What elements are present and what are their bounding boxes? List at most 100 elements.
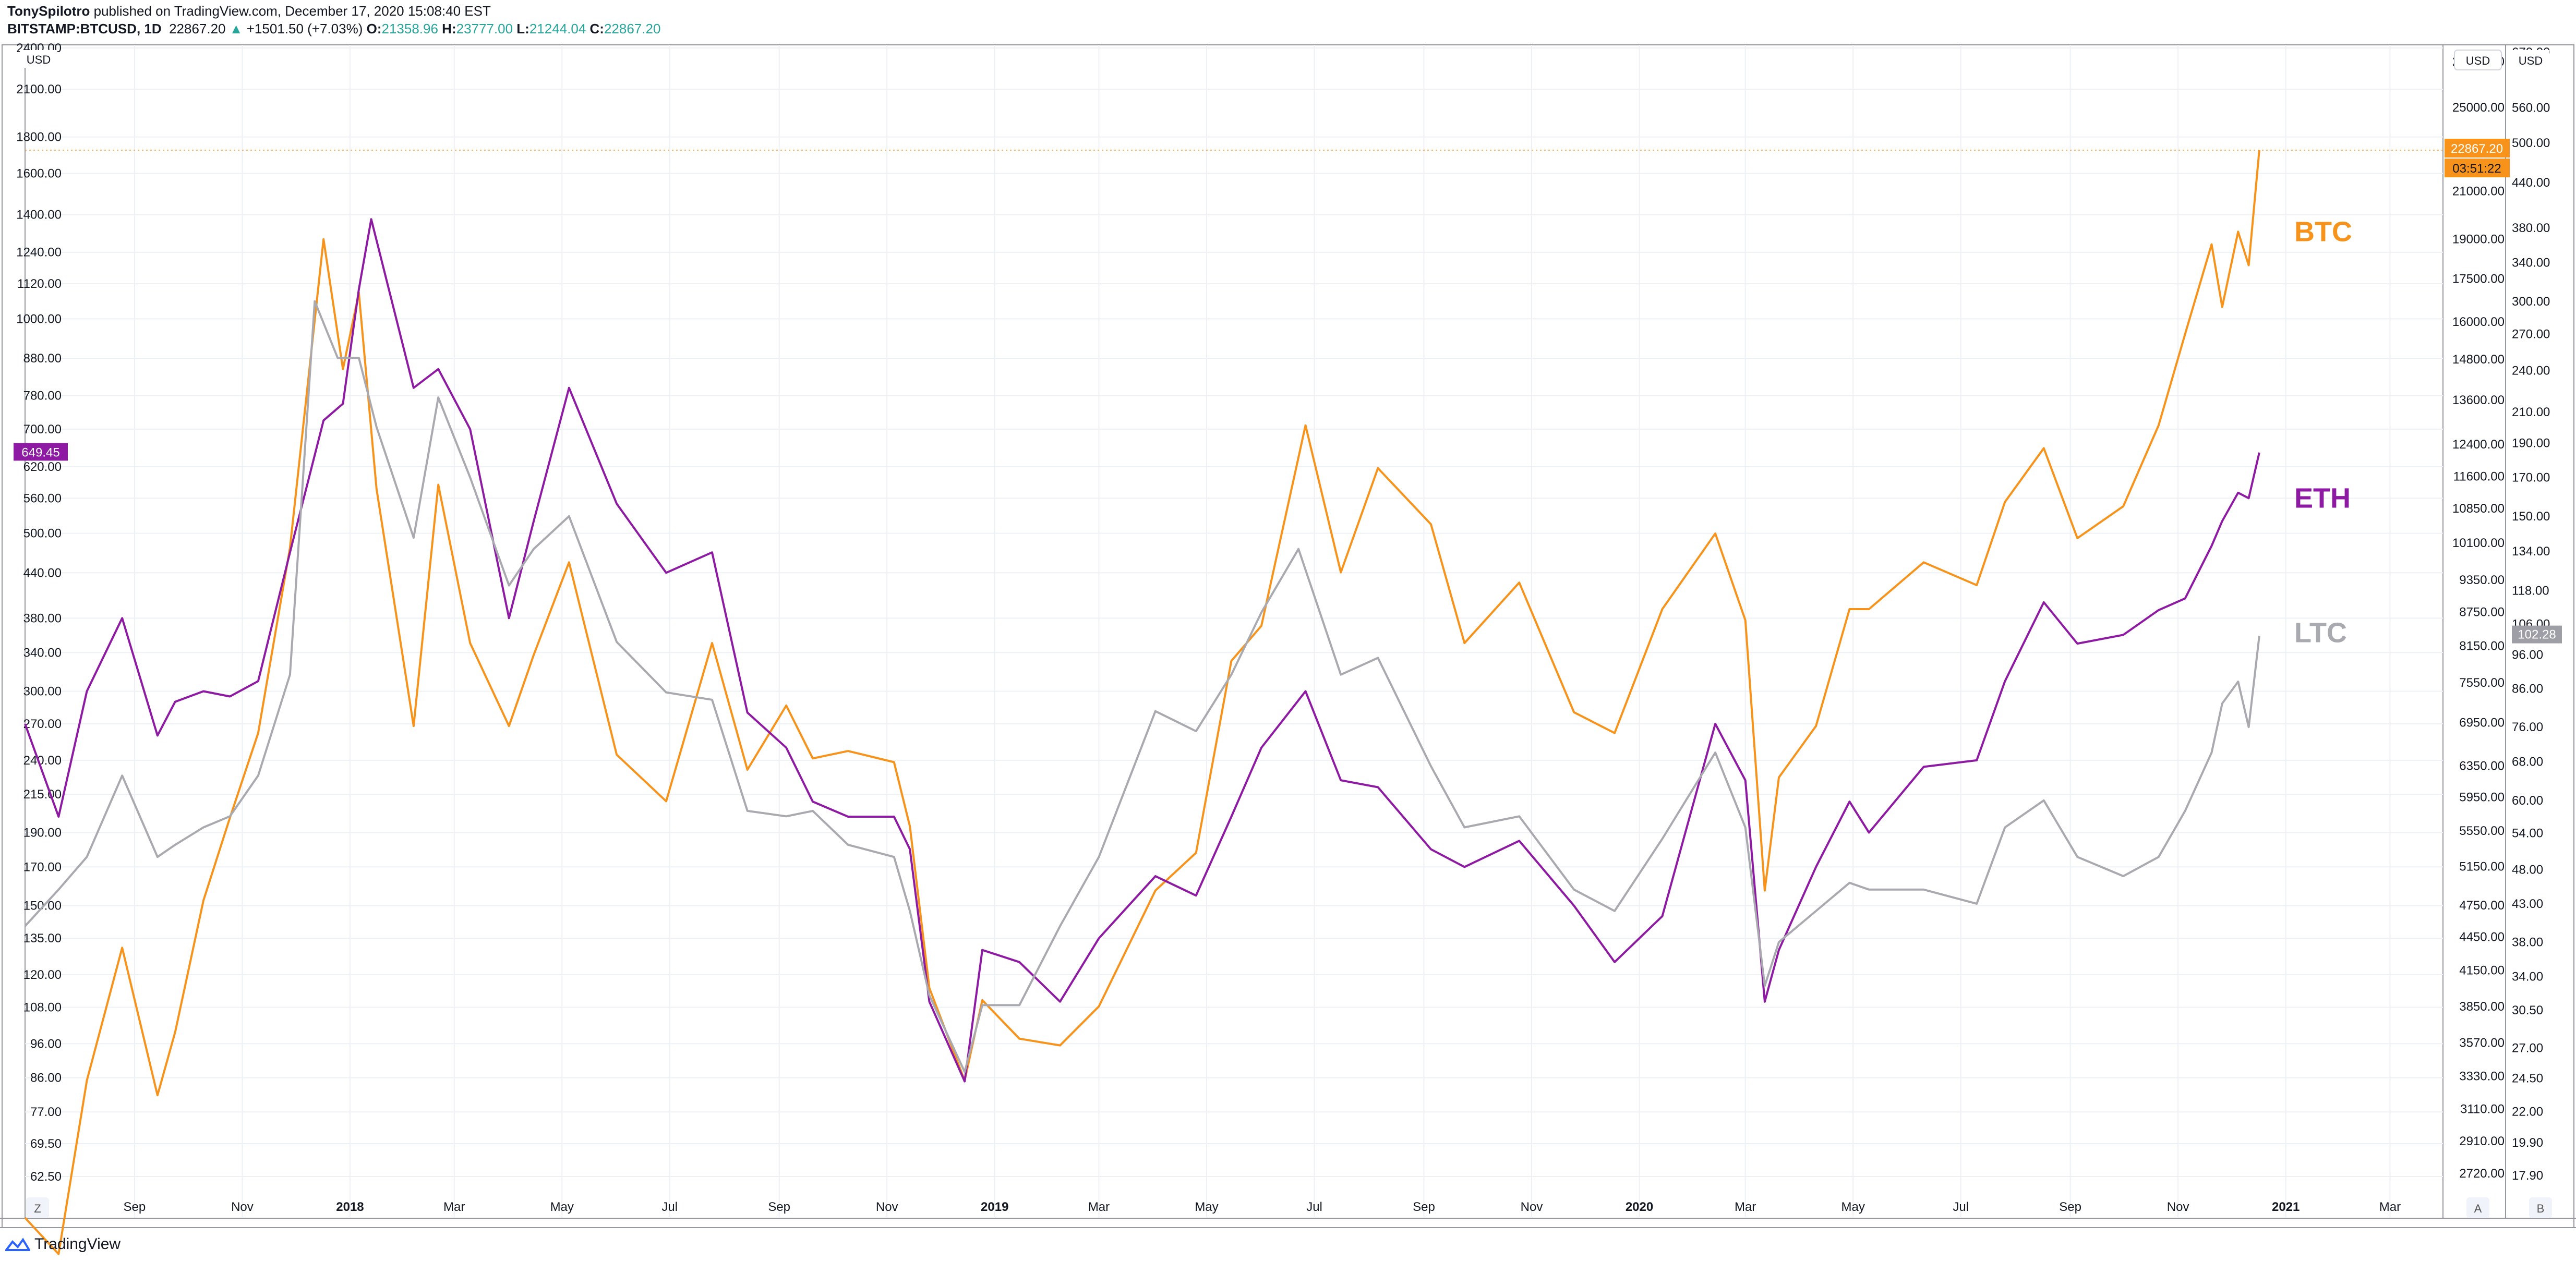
left-axis-scale-label: Z <box>34 1202 41 1215</box>
ltc-y-tick-label: 43.00 <box>2512 897 2543 911</box>
x-tick-label: 2020 <box>1626 1200 1653 1214</box>
series-line-ltc[interactable] <box>24 300 2260 1073</box>
x-tick-label: Sep <box>2059 1200 2081 1214</box>
left-y-tick-label: 240.00 <box>23 754 62 768</box>
plot-area[interactable] <box>25 44 2443 1219</box>
auto-scale-button[interactable] <box>2466 1197 2489 1218</box>
ltc-price-tag <box>2512 625 2562 644</box>
x-tick-label: Sep <box>124 1200 146 1214</box>
ltc-y-tick-label: 380.00 <box>2512 221 2550 235</box>
ltc-y-tick-label: 22.00 <box>2512 1105 2543 1119</box>
series-label-ltc: LTC <box>2294 617 2347 648</box>
left-y-tick-label: 380.00 <box>23 611 62 625</box>
left-y-tick-label: 1240.00 <box>16 246 62 260</box>
btc-currency-label: USD <box>2466 54 2490 67</box>
btc-currency-button[interactable] <box>2454 50 2502 70</box>
low-value: 21244.04 <box>529 21 586 37</box>
x-tick-label: Nov <box>231 1200 254 1214</box>
btc-y-tick-label: 13600.00 <box>2452 393 2505 407</box>
left-axis-scale-button[interactable] <box>26 1197 49 1218</box>
x-tick-label: Nov <box>1521 1200 1543 1214</box>
btc-y-tick-label: 3850.00 <box>2459 1000 2505 1014</box>
btc-y-tick-label: 9350.00 <box>2459 573 2505 587</box>
ltc-y-tick-label: 300.00 <box>2512 295 2550 309</box>
x-tick-label: Nov <box>2167 1200 2189 1214</box>
right-axis-scale-button[interactable] <box>2529 1197 2552 1218</box>
x-tick-label: Mar <box>443 1200 465 1214</box>
x-tick-label: May <box>550 1200 574 1214</box>
left-y-tick-label: 560.00 <box>23 491 62 505</box>
price-change: +1501.50 (+7.03%) <box>246 21 363 37</box>
x-tick-label: Mar <box>2379 1200 2401 1214</box>
btc-y-tick-label: 10850.00 <box>2452 502 2505 516</box>
left-y-tick-label: 1120.00 <box>17 277 62 291</box>
x-tick-label: 2019 <box>981 1200 1008 1214</box>
left-y-tick-label: 1400.00 <box>16 208 62 222</box>
left-y-tick-label: 780.00 <box>23 389 62 403</box>
ltc-y-tick-label: 19.90 <box>2512 1136 2543 1150</box>
btc-y-tick-label: 8750.00 <box>2459 605 2505 619</box>
ltc-y-tick-label: 340.00 <box>2512 256 2550 270</box>
btc-price-tag-text: 22867.20 <box>2451 142 2503 156</box>
ltc-y-tick-label: 30.50 <box>2512 1003 2543 1017</box>
btc-price-tag <box>2445 139 2510 158</box>
ltc-y-tick-label: 500.00 <box>2512 136 2550 150</box>
ltc-y-tick-label: 170.00 <box>2512 471 2550 485</box>
change-arrow-icon: ▲ <box>229 21 243 37</box>
symbol-name[interactable]: BITSTAMP:BTCUSD, 1D <box>7 21 162 37</box>
x-tick-label: 2018 <box>336 1200 364 1214</box>
ltc-y-tick-label: 86.00 <box>2512 682 2543 696</box>
close-value: 22867.20 <box>604 21 661 37</box>
x-tick-label: Jul <box>661 1200 678 1214</box>
ltc-y-tick-label: 24.50 <box>2512 1071 2543 1085</box>
btc-y-tick-label: 3570.00 <box>2459 1036 2505 1050</box>
published-text: published on TradingView.com, December 1… <box>90 3 491 19</box>
left-y-tick-label: 500.00 <box>23 526 62 540</box>
btc-y-tick-label: 25000.00 <box>2452 101 2505 115</box>
left-y-tick-label: 96.00 <box>30 1037 62 1051</box>
left-y-tick-label: 1800.00 <box>16 130 62 144</box>
left-y-tick-label: 440.00 <box>23 566 62 580</box>
left-y-tick-label: 2100.00 <box>16 82 62 96</box>
left-y-tick-label: 300.00 <box>23 685 62 699</box>
btc-y-tick-label: 2720.00 <box>2459 1167 2505 1181</box>
auto-scale-label: A <box>2474 1202 2482 1215</box>
ltc-currency-box <box>2512 50 2549 70</box>
series-line-eth[interactable] <box>24 218 2260 1083</box>
btc-y-tick-label: 3330.00 <box>2459 1070 2505 1084</box>
left-y-tick-label: 108.00 <box>23 1001 62 1015</box>
btc-y-tick-label: 6950.00 <box>2459 716 2505 730</box>
ltc-y-tick-label: 150.00 <box>2512 510 2550 524</box>
x-tick-label: May <box>1195 1200 1218 1214</box>
btc-y-tick-label: 19000.00 <box>2452 233 2505 247</box>
left-y-tick-label: 340.00 <box>23 646 62 660</box>
ltc-y-tick-label: 38.00 <box>2512 935 2543 949</box>
series-line-btc[interactable] <box>24 150 2260 1255</box>
author-name[interactable]: TonySpilotro <box>7 3 90 19</box>
left-y-tick-label: 270.00 <box>23 717 62 731</box>
btc-y-tick-label: 5950.00 <box>2459 791 2505 805</box>
left-currency-box <box>20 50 57 68</box>
symbol-line: BITSTAMP:BTCUSD, 1D 22867.20 ▲ +1501.50 … <box>7 20 1572 38</box>
eth-price-tag-text: 649.45 <box>21 445 59 459</box>
ltc-currency-label: USD <box>2519 54 2543 67</box>
ltc-y-tick-label: 68.00 <box>2512 755 2543 769</box>
ltc-y-tick-label: 54.00 <box>2512 826 2543 840</box>
btc-y-tick-label: 4150.00 <box>2459 964 2505 978</box>
left-y-tick-label: 62.50 <box>30 1170 62 1184</box>
btc-y-tick-label: 16000.00 <box>2452 315 2505 329</box>
x-tick-label: May <box>1841 1200 1865 1214</box>
ltc-y-tick-label: 560.00 <box>2512 101 2550 115</box>
btc-countdown-tag <box>2445 159 2510 178</box>
chart-header: TonySpilotro published on TradingView.co… <box>7 2 1572 38</box>
ltc-y-tick-label: 118.00 <box>2512 584 2549 598</box>
btc-y-tick-label: 12400.00 <box>2452 438 2505 452</box>
right-axis-scale-label: B <box>2537 1202 2545 1215</box>
x-tick-label: Nov <box>876 1200 898 1214</box>
ltc-price-tag-text: 102.28 <box>2518 628 2556 642</box>
x-tick-label: Jul <box>1306 1200 1322 1214</box>
left-y-tick-label: 1000.00 <box>16 312 62 326</box>
ltc-y-tick-label: 60.00 <box>2512 794 2543 808</box>
tradingview-logo[interactable]: TradingView <box>5 1232 121 1257</box>
